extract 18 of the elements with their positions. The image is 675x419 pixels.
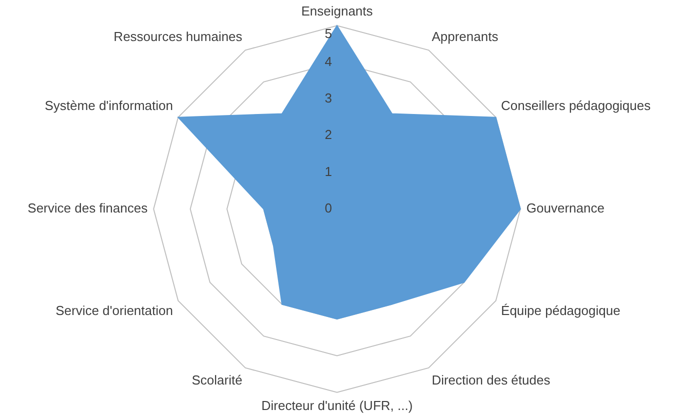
- spoke-label: Direction des études: [432, 372, 551, 388]
- spoke-label: Service des finances: [28, 200, 148, 216]
- spoke-label: Service d'orientation: [56, 303, 173, 318]
- spoke-label: Conseillers pédagogiques: [501, 98, 652, 114]
- spoke-label: Directeur d'unité (UFR, ...): [261, 398, 413, 413]
- spoke-label: Scolarité: [192, 372, 242, 388]
- spoke-label: Équipe pédagogique: [501, 303, 620, 318]
- y-tick-label: 3: [324, 90, 332, 106]
- spoke-label: Système d'information: [44, 98, 173, 114]
- y-tick-label: 0: [324, 200, 332, 216]
- y-tick-label: 5: [324, 26, 332, 42]
- y-tick-label: 1: [324, 164, 332, 179]
- spoke-label: Apprenants: [432, 28, 499, 44]
- spoke-label: Enseignants: [301, 3, 374, 18]
- y-tick-label: 2: [324, 127, 332, 142]
- spoke-label: Gouvernance: [526, 200, 604, 216]
- spoke-label: Ressources humaines: [114, 28, 243, 44]
- y-tick-label: 4: [324, 54, 332, 69]
